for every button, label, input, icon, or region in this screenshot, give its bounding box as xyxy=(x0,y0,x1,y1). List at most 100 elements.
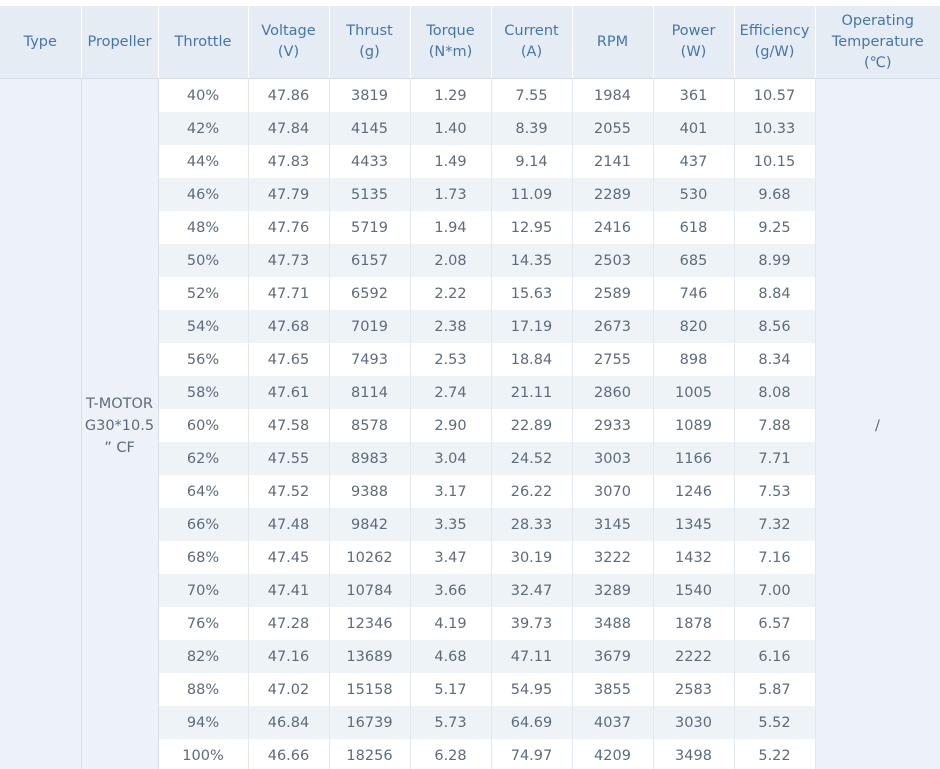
column-header-type: Type xyxy=(0,6,82,79)
thrust-cell: 15158 xyxy=(329,673,411,706)
efficiency-cell: 6.16 xyxy=(734,640,816,673)
power-cell: 898 xyxy=(653,343,735,376)
voltage-cell: 47.84 xyxy=(248,112,330,145)
thrust-cell: 4433 xyxy=(329,145,411,178)
rpm-cell: 2503 xyxy=(572,244,654,277)
thrust-cell: 10262 xyxy=(329,541,411,574)
column-header-operating-temperature-line1: Operating xyxy=(841,12,915,29)
rpm-cell: 2589 xyxy=(572,277,654,310)
table-row: 44% 47.83 4433 1.49 9.14 2141 437 10.15 xyxy=(0,145,940,178)
column-header-operating-temperature-line3: (℃) xyxy=(863,54,892,71)
power-cell: 746 xyxy=(653,277,735,310)
column-header-voltage: Voltage (V) xyxy=(248,6,330,79)
voltage-cell: 46.66 xyxy=(248,739,330,769)
current-cell: 7.55 xyxy=(491,78,573,112)
column-header-torque-line1: Torque xyxy=(426,23,475,39)
torque-cell: 5.17 xyxy=(410,673,492,706)
efficiency-cell: 8.08 xyxy=(734,376,816,409)
column-header-voltage-line1: Voltage xyxy=(261,23,316,39)
column-header-throttle: Throttle xyxy=(158,6,249,79)
table-row: 54% 47.68 7019 2.38 17.19 2673 820 8.56 xyxy=(0,310,940,343)
rpm-cell: 4037 xyxy=(572,706,654,739)
current-cell: 17.19 xyxy=(491,310,573,343)
table-row: 56% 47.65 7493 2.53 18.84 2755 898 8.34 xyxy=(0,343,940,376)
thrust-cell: 18256 xyxy=(329,739,411,769)
thrust-cell: 3819 xyxy=(329,78,411,112)
column-header-current: Current (A) xyxy=(491,6,573,79)
table-row: 66% 47.48 9842 3.35 28.33 3145 1345 7.32 xyxy=(0,508,940,541)
table-header: Type Propeller Throttle Voltage (V) Thrust (g)… xyxy=(0,6,940,79)
table-row: 100% 46.66 18256 6.28 74.97 4209 3498 5.22 xyxy=(0,739,940,769)
current-cell: 12.95 xyxy=(491,211,573,244)
rpm-cell: 3488 xyxy=(572,607,654,640)
power-cell: 2222 xyxy=(653,640,735,673)
torque-cell: 6.28 xyxy=(410,739,492,769)
thrust-cell: 7493 xyxy=(329,343,411,376)
thrust-cell: 16739 xyxy=(329,706,411,739)
power-cell: 1246 xyxy=(653,475,735,508)
power-cell: 1089 xyxy=(653,409,735,442)
torque-cell: 2.74 xyxy=(410,376,492,409)
current-cell: 21.11 xyxy=(491,376,573,409)
thrust-cell: 8578 xyxy=(329,409,411,442)
efficiency-cell: 10.15 xyxy=(734,145,816,178)
torque-cell: 3.66 xyxy=(410,574,492,607)
power-cell: 1005 xyxy=(653,376,735,409)
current-cell: 22.89 xyxy=(491,409,573,442)
efficiency-cell: 8.34 xyxy=(734,343,816,376)
power-cell: 2583 xyxy=(653,673,735,706)
voltage-cell: 47.79 xyxy=(248,178,330,211)
thrust-cell: 5719 xyxy=(329,211,411,244)
thrust-cell: 7019 xyxy=(329,310,411,343)
column-header-torque: Torque (N*m) xyxy=(410,6,492,79)
thrust-cell: 5135 xyxy=(329,178,411,211)
voltage-cell: 47.76 xyxy=(248,211,330,244)
rpm-cell: 1984 xyxy=(572,78,654,112)
throttle-cell: 100% xyxy=(158,739,249,769)
power-cell: 401 xyxy=(653,112,735,145)
power-cell: 618 xyxy=(653,211,735,244)
torque-cell: 3.04 xyxy=(410,442,492,475)
table-row: 60% 47.58 8578 2.90 22.89 2933 1089 7.88 xyxy=(0,409,940,442)
efficiency-cell: 7.53 xyxy=(734,475,816,508)
table-row: 82% 47.16 13689 4.68 47.11 3679 2222 6.16 xyxy=(0,640,940,673)
column-header-current-line1: Current xyxy=(504,23,559,39)
table-row: 46% 47.79 5135 1.73 11.09 2289 530 9.68 xyxy=(0,178,940,211)
torque-cell: 3.17 xyxy=(410,475,492,508)
rpm-cell: 2933 xyxy=(572,409,654,442)
column-header-power-line2: (W) xyxy=(680,44,707,60)
rpm-cell: 2416 xyxy=(572,211,654,244)
power-cell: 530 xyxy=(653,178,735,211)
voltage-cell: 47.28 xyxy=(248,607,330,640)
current-cell: 30.19 xyxy=(491,541,573,574)
efficiency-cell: 7.16 xyxy=(734,541,816,574)
throttle-cell: 68% xyxy=(158,541,249,574)
throttle-cell: 58% xyxy=(158,376,249,409)
torque-cell: 1.49 xyxy=(410,145,492,178)
efficiency-cell: 7.00 xyxy=(734,574,816,607)
propeller-name-line2: G30*10.5 xyxy=(84,417,155,434)
power-cell: 1432 xyxy=(653,541,735,574)
rpm-cell: 3003 xyxy=(572,442,654,475)
torque-cell: 3.47 xyxy=(410,541,492,574)
power-cell: 1345 xyxy=(653,508,735,541)
efficiency-cell: 9.68 xyxy=(734,178,816,211)
column-header-efficiency: Efficiency (g/W) xyxy=(734,6,816,79)
torque-cell: 1.40 xyxy=(410,112,492,145)
throttle-cell: 48% xyxy=(158,211,249,244)
current-cell: 24.52 xyxy=(491,442,573,475)
thrust-cell: 8983 xyxy=(329,442,411,475)
current-cell: 9.14 xyxy=(491,145,573,178)
column-header-thrust-line1: Thrust xyxy=(346,23,393,39)
torque-cell: 2.90 xyxy=(410,409,492,442)
throttle-cell: 50% xyxy=(158,244,249,277)
column-header-propeller-line1: Propeller xyxy=(87,33,152,50)
current-cell: 64.69 xyxy=(491,706,573,739)
table-row: 64% 47.52 9388 3.17 26.22 3070 1246 7.53 xyxy=(0,475,940,508)
table-body: T-MOTOR G30*10.5” CF 40% 47.86 3819 1.29 7.55 1… xyxy=(0,78,940,769)
table-row: 88% 47.02 15158 5.17 54.95 3855 2583 5.87 xyxy=(0,673,940,706)
throttle-cell: 94% xyxy=(158,706,249,739)
efficiency-cell: 8.84 xyxy=(734,277,816,310)
throttle-cell: 44% xyxy=(158,145,249,178)
